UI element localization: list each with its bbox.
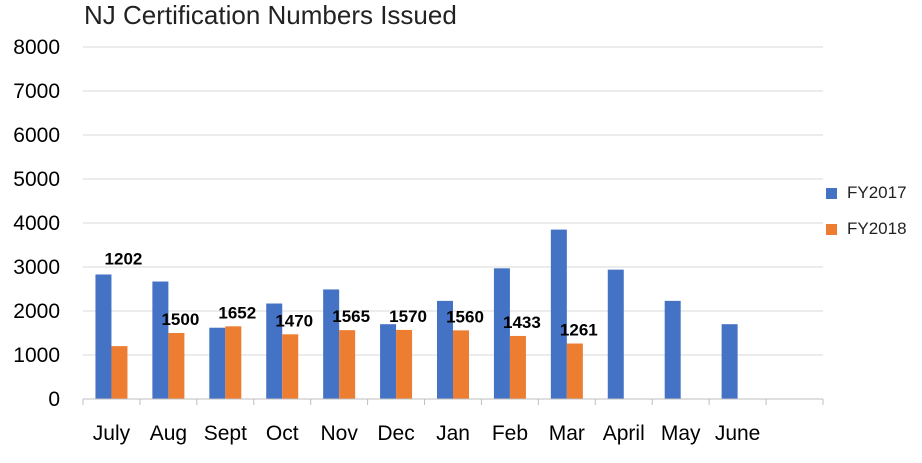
bar-fy2017-oct [266, 303, 283, 399]
x-tick-label: Oct [266, 422, 299, 445]
data-labels: 1202 1500 1652 1470 1565 1570 1560 1433 1261 [105, 249, 598, 339]
x-tick-label: July [93, 422, 131, 445]
y-tick-label: 3000 [13, 256, 60, 279]
bar-fy2018-jan [453, 330, 469, 399]
data-label-fy2018: 1652 [218, 303, 256, 322]
x-tick-label: Aug [150, 422, 187, 445]
bar-fy2017-sept [209, 327, 226, 399]
legend-item-fy2018: FY2018 [826, 218, 907, 240]
bar-fy2017-dec [380, 324, 397, 399]
data-label-fy2018: 1261 [560, 321, 598, 340]
y-tick-label: 4000 [13, 212, 60, 235]
y-tick-label: 8000 [13, 36, 60, 59]
bars [95, 229, 738, 399]
bar-fy2018-nov [339, 330, 356, 399]
bar-fy2018-oct [282, 334, 299, 399]
legend: FY2017 FY2018 [826, 182, 907, 254]
bar-fy2017-april [607, 269, 624, 399]
bar-fy2018-feb [509, 335, 526, 399]
bar-fy2017-july [95, 274, 112, 399]
data-label-fy2018: 1470 [275, 311, 313, 330]
y-tick-label: 5000 [13, 168, 60, 191]
bar-fy2018-mar [566, 343, 583, 399]
bar-fy2017-jan [437, 300, 453, 399]
bar-fy2017-may [664, 300, 681, 399]
bar-fy2017-mar [550, 229, 567, 399]
chart-title: NJ Certification Numbers Issued [84, 0, 457, 30]
bar-fy2018-july [111, 346, 128, 399]
y-tick-label: 2000 [13, 300, 60, 323]
data-label-fy2018: 1433 [503, 313, 541, 332]
data-label-fy2018: 1570 [389, 307, 427, 326]
legend-swatch-fy2018 [826, 223, 837, 235]
y-tick-label: 1000 [13, 344, 60, 367]
y-tick-label: 0 [48, 388, 60, 411]
bar-fy2017-june [721, 324, 738, 399]
x-tick-label: Jan [436, 422, 470, 445]
legend-swatch-fy2017 [826, 187, 837, 199]
x-tick-label: June [715, 422, 761, 445]
x-tick-label: Nov [320, 422, 358, 445]
legend-label-fy2018: FY2018 [847, 219, 907, 238]
x-tick-label: Dec [377, 422, 414, 445]
data-label-fy2018: 1202 [105, 249, 143, 268]
x-tick-label: Mar [549, 422, 585, 445]
y-tick-label: 6000 [13, 124, 60, 147]
data-label-fy2018: 1500 [161, 310, 199, 329]
bar-fy2017-nov [323, 289, 340, 399]
data-label-fy2018: 1560 [446, 307, 484, 326]
x-axis-ticks: July Aug Sept Oct Nov Dec Jan Feb Mar April May Jun… [93, 422, 761, 445]
y-tick-label: 7000 [13, 80, 60, 103]
x-tick-label: Feb [492, 422, 528, 445]
x-tick-label: May [661, 422, 701, 445]
data-label-fy2018: 1565 [332, 307, 370, 326]
axes [82, 398, 824, 405]
y-axis-ticks: 0 1000 2000 3000 4000 5000 6000 7000 8000 [13, 36, 60, 411]
bar-fy2017-aug [152, 281, 169, 399]
bar-fy2018-aug [168, 333, 185, 399]
bar-fy2018-dec [396, 329, 413, 399]
bar-fy2018-sept [225, 326, 242, 399]
x-tick-label: April [603, 422, 645, 445]
legend-label-fy2017: FY2017 [847, 183, 907, 202]
legend-item-fy2017: FY2017 [826, 182, 907, 204]
bar-fy2017-feb [493, 268, 510, 399]
x-tick-label: Sept [204, 422, 247, 445]
